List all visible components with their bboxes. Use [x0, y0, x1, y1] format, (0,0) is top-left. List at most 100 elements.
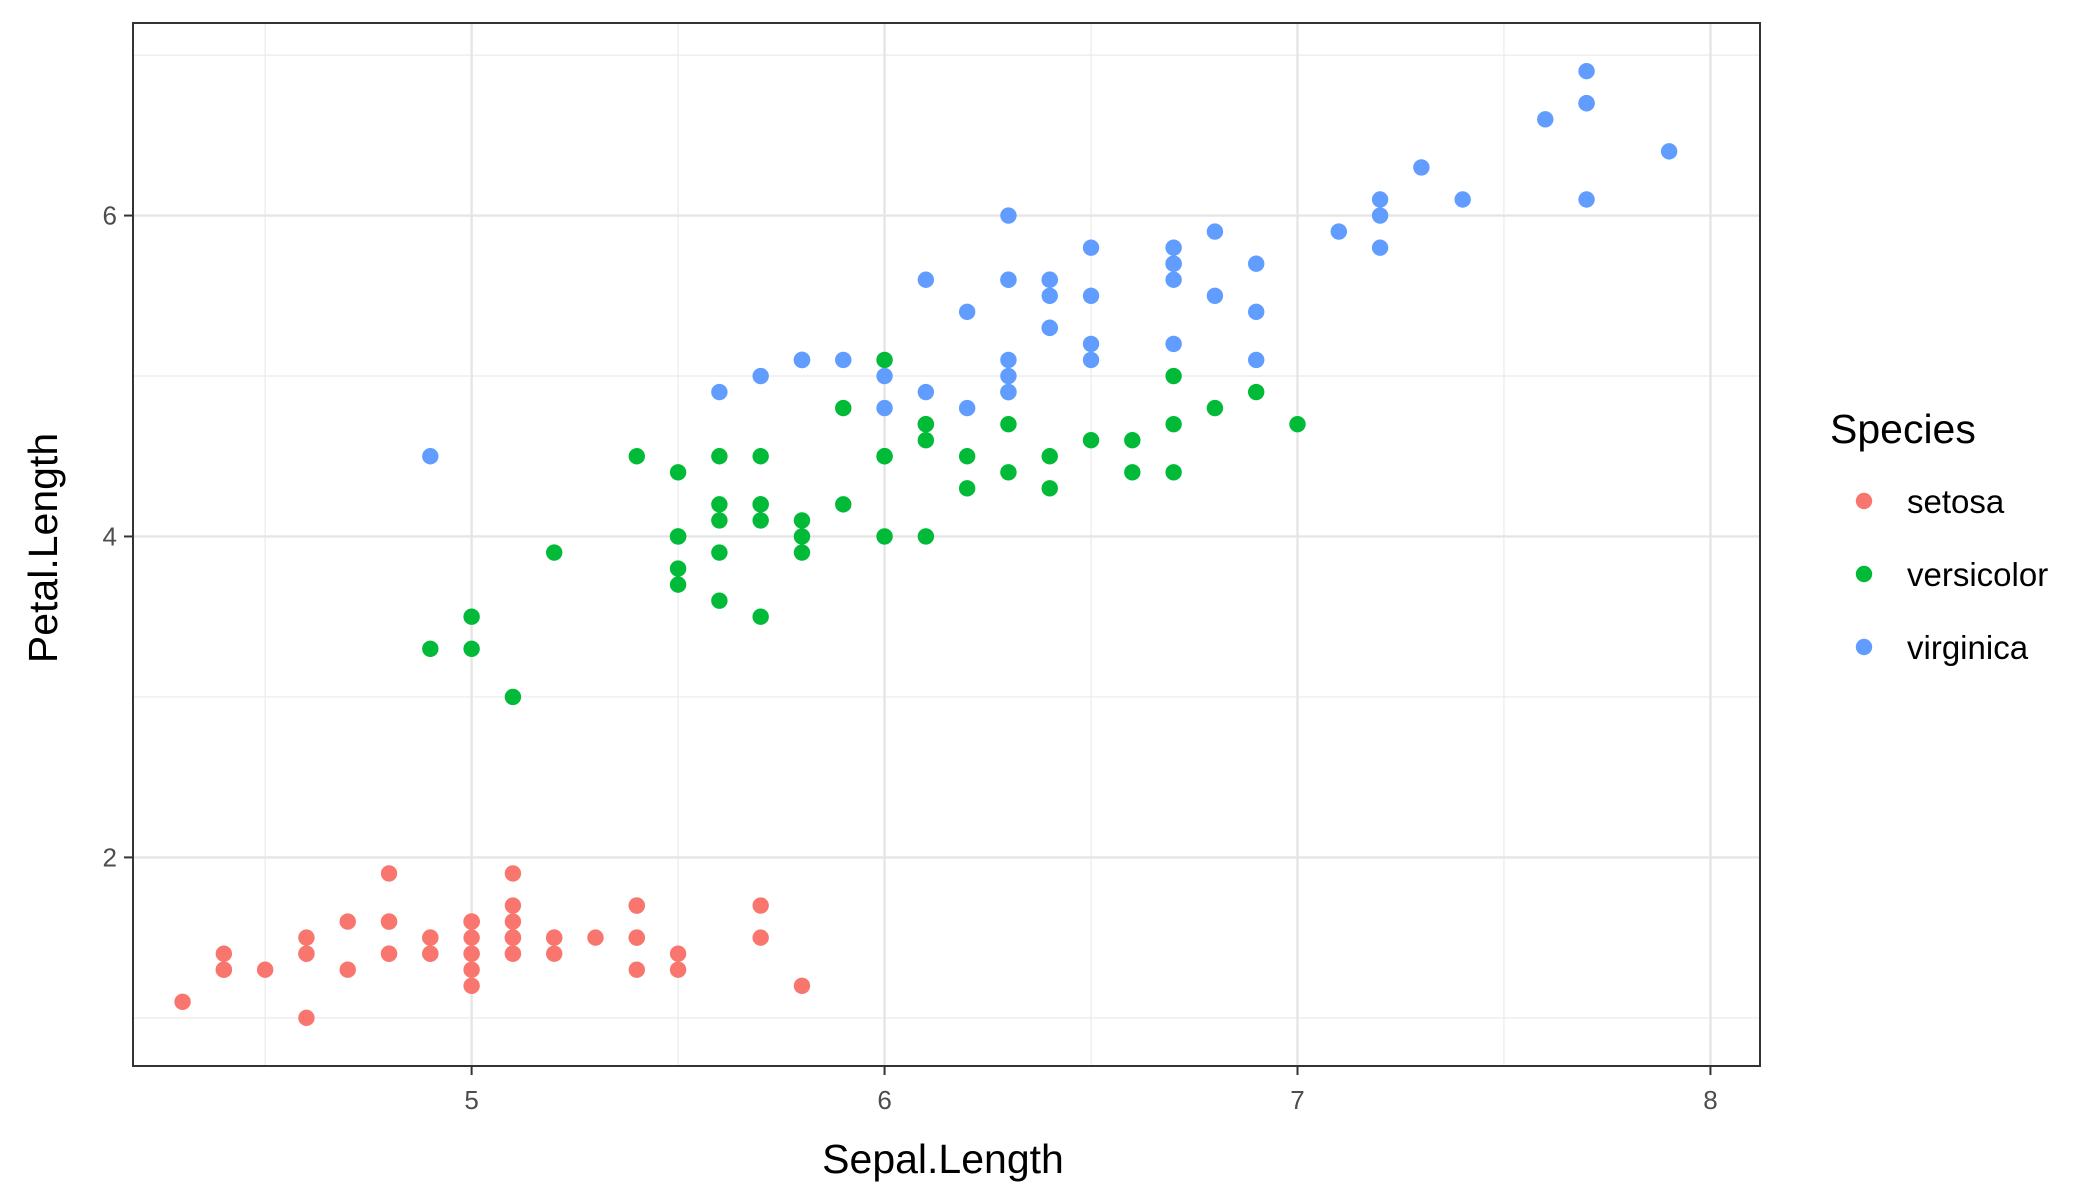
data-point-virginica [1248, 303, 1265, 321]
data-point-virginica [1371, 239, 1389, 256]
data-point-virginica [1454, 191, 1471, 208]
data-point-virginica [1041, 271, 1058, 288]
data-point-virginica [835, 351, 852, 369]
data-point-virginica [1082, 335, 1100, 353]
data-point-versicolor [1206, 399, 1224, 417]
data-point-virginica [1371, 207, 1389, 224]
data-point-virginica [1165, 255, 1182, 272]
data-point-versicolor [1000, 415, 1017, 433]
data-point-versicolor [463, 640, 480, 657]
data-point-virginica [1413, 159, 1430, 176]
data-point-virginica [1371, 191, 1389, 208]
legend-key-virginica [1855, 638, 1873, 656]
x-axis-ticks: 5 6 7 8 [464, 1066, 1718, 1115]
data-point-virginica [958, 303, 976, 321]
data-point-versicolor [1124, 432, 1141, 449]
legend-label-virginica: virginica [1907, 629, 2029, 666]
data-point-virginica [422, 448, 439, 465]
data-point-virginica [1248, 255, 1265, 272]
data-point-setosa [628, 897, 645, 914]
data-point-virginica [1206, 223, 1224, 240]
data-point-setosa [793, 977, 811, 994]
data-point-versicolor [711, 448, 728, 465]
data-point-versicolor [793, 544, 811, 561]
data-point-setosa [669, 945, 687, 962]
data-point-virginica [793, 351, 811, 369]
data-point-versicolor [1289, 415, 1306, 433]
y-tick-label: 6 [103, 201, 117, 231]
data-point-virginica [1578, 95, 1595, 112]
data-point-versicolor [1248, 383, 1265, 401]
x-axis-title: Sepal.Length [822, 1136, 1064, 1182]
data-point-virginica [1165, 335, 1182, 353]
legend-key-versicolor [1855, 565, 1873, 583]
data-point-virginica [1578, 62, 1595, 80]
data-point-setosa [463, 913, 480, 930]
data-point-versicolor [669, 464, 687, 481]
data-point-versicolor [876, 448, 893, 465]
data-point-virginica [1537, 111, 1554, 128]
data-point-virginica [876, 399, 893, 417]
data-point-virginica [1578, 191, 1595, 208]
data-point-setosa [669, 961, 687, 978]
data-point-setosa [504, 945, 522, 962]
data-point-setosa [422, 929, 439, 946]
data-point-versicolor [422, 640, 439, 657]
data-point-virginica [1000, 351, 1017, 369]
data-point-versicolor [711, 544, 728, 561]
data-point-versicolor [1000, 464, 1017, 481]
data-point-setosa [546, 945, 563, 962]
data-point-setosa [215, 961, 233, 978]
y-tick-label: 4 [103, 521, 117, 551]
data-point-virginica [1082, 239, 1100, 256]
data-point-versicolor [628, 448, 645, 465]
data-point-virginica [1000, 367, 1017, 385]
data-point-setosa [463, 961, 480, 978]
data-point-versicolor [752, 496, 769, 513]
data-point-setosa [380, 913, 398, 930]
data-point-versicolor [1165, 464, 1182, 481]
data-point-setosa [298, 945, 315, 962]
data-point-versicolor [958, 480, 976, 497]
data-point-setosa [380, 945, 398, 962]
data-point-virginica [1000, 383, 1017, 401]
data-point-setosa [546, 929, 563, 946]
data-point-versicolor [669, 560, 687, 577]
data-point-setosa [752, 929, 769, 946]
data-point-setosa [422, 945, 439, 962]
data-point-versicolor [793, 512, 811, 529]
data-point-setosa [587, 929, 604, 946]
data-point-versicolor [917, 528, 935, 545]
data-point-setosa [463, 977, 480, 994]
x-tick-label: 8 [1703, 1085, 1717, 1115]
y-tick-label: 2 [103, 842, 117, 872]
data-point-versicolor [1041, 480, 1058, 497]
data-point-versicolor [711, 512, 728, 529]
legend-item-setosa: setosa [1855, 483, 2005, 520]
data-point-virginica [1660, 143, 1678, 160]
legend-item-virginica: virginica [1855, 629, 2029, 666]
data-point-virginica [711, 383, 728, 401]
data-point-virginica [1330, 223, 1347, 240]
data-point-versicolor [1165, 367, 1182, 385]
data-point-virginica [1248, 351, 1265, 369]
data-point-virginica [876, 367, 893, 385]
major-gridlines [133, 23, 1760, 1066]
data-point-virginica [917, 271, 935, 288]
data-point-versicolor [711, 496, 728, 513]
data-point-setosa [215, 945, 233, 962]
data-point-virginica [958, 399, 976, 417]
data-point-setosa [504, 929, 522, 946]
y-axis-ticks: 2 4 6 [103, 201, 133, 872]
data-point-versicolor [546, 544, 563, 561]
data-point-virginica [1041, 287, 1058, 304]
data-point-virginica [917, 383, 935, 401]
panel-border [132, 22, 1761, 1067]
data-point-versicolor [958, 448, 976, 465]
data-point-versicolor [752, 608, 769, 625]
data-point-versicolor [669, 528, 687, 545]
minor-gridlines [133, 23, 1760, 1066]
data-point-setosa [628, 929, 645, 946]
